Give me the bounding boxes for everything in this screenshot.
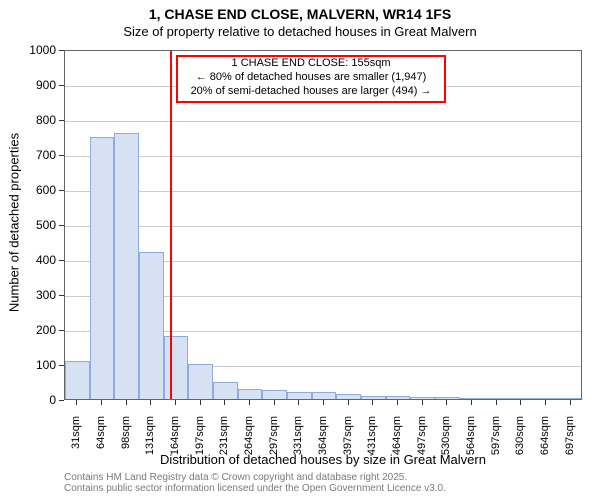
x-tick-mark — [372, 400, 373, 405]
y-tick-mark — [59, 190, 64, 191]
x-tick-mark — [323, 400, 324, 405]
x-tick-mark — [348, 400, 349, 405]
histogram-bar — [509, 398, 534, 399]
y-tick-label: 600 — [24, 183, 56, 197]
y-tick-mark — [59, 120, 64, 121]
x-tick-mark — [520, 400, 521, 405]
x-tick-mark — [175, 400, 176, 405]
histogram-bar — [164, 336, 189, 399]
annotation-line: 1 CHASE END CLOSE: 155sqm — [178, 57, 444, 71]
x-tick-mark — [101, 400, 102, 405]
x-tick-mark — [422, 400, 423, 405]
x-tick-mark — [126, 400, 127, 405]
chart-footer: Contains HM Land Registry data © Crown c… — [64, 472, 446, 494]
reference-line — [170, 51, 172, 399]
plot-area: 1 CHASE END CLOSE: 155sqm← 80% of detach… — [64, 50, 582, 400]
x-tick-mark — [545, 400, 546, 405]
gridline — [65, 191, 581, 192]
footer-line-2: Contains public sector information licen… — [64, 483, 446, 494]
histogram-bar — [65, 361, 90, 400]
y-tick-mark — [59, 225, 64, 226]
gridline — [65, 226, 581, 227]
y-tick-mark — [59, 365, 64, 366]
x-tick-mark — [446, 400, 447, 405]
histogram-bar — [460, 398, 485, 399]
y-tick-label: 1000 — [24, 43, 56, 57]
footer-line-1: Contains HM Land Registry data © Crown c… — [64, 472, 446, 483]
histogram-bar — [114, 133, 139, 399]
y-tick-mark — [59, 260, 64, 261]
histogram-bar — [312, 392, 337, 399]
x-tick-mark — [298, 400, 299, 405]
y-tick-label: 900 — [24, 78, 56, 92]
x-tick-mark — [496, 400, 497, 405]
chart-container: 1, CHASE END CLOSE, MALVERN, WR14 1FS Si… — [0, 0, 600, 500]
y-tick-label: 400 — [24, 253, 56, 267]
x-axis-label: Distribution of detached houses by size … — [64, 452, 582, 467]
gridline — [65, 156, 581, 157]
y-tick-label: 500 — [24, 218, 56, 232]
y-axis-label: Number of detached properties — [7, 123, 22, 323]
histogram-bar — [410, 397, 435, 399]
histogram-bar — [558, 398, 583, 399]
y-tick-mark — [59, 330, 64, 331]
y-tick-label: 800 — [24, 113, 56, 127]
y-tick-label: 100 — [24, 358, 56, 372]
histogram-bar — [213, 382, 238, 400]
histogram-bar — [139, 252, 164, 399]
annotation-box: 1 CHASE END CLOSE: 155sqm← 80% of detach… — [176, 55, 446, 103]
y-tick-mark — [59, 295, 64, 296]
x-tick-mark — [249, 400, 250, 405]
x-tick-mark — [150, 400, 151, 405]
annotation-line: 20% of semi-detached houses are larger (… — [178, 85, 444, 99]
y-tick-mark — [59, 155, 64, 156]
y-tick-mark — [59, 85, 64, 86]
x-tick-mark — [570, 400, 571, 405]
x-tick-mark — [471, 400, 472, 405]
x-tick-mark — [274, 400, 275, 405]
histogram-bar — [336, 394, 361, 399]
y-tick-label: 300 — [24, 288, 56, 302]
y-tick-label: 200 — [24, 323, 56, 337]
annotation-line: ← 80% of detached houses are smaller (1,… — [178, 71, 444, 85]
histogram-bar — [238, 389, 263, 400]
y-tick-label: 700 — [24, 148, 56, 162]
chart-title: 1, CHASE END CLOSE, MALVERN, WR14 1FS — [0, 6, 600, 23]
gridline — [65, 121, 581, 122]
y-tick-mark — [59, 400, 64, 401]
histogram-bar — [361, 396, 386, 399]
histogram-bar — [90, 137, 115, 400]
chart-subtitle: Size of property relative to detached ho… — [0, 24, 600, 40]
histogram-bar — [534, 398, 559, 399]
x-tick-mark — [397, 400, 398, 405]
x-tick-mark — [200, 400, 201, 405]
histogram-bar — [435, 397, 460, 399]
histogram-bar — [287, 392, 312, 399]
y-tick-mark — [59, 50, 64, 51]
histogram-bar — [484, 398, 509, 399]
y-tick-label: 0 — [24, 393, 56, 407]
x-tick-mark — [224, 400, 225, 405]
x-tick-mark — [76, 400, 77, 405]
histogram-bar — [262, 390, 287, 399]
histogram-bar — [188, 364, 213, 399]
histogram-bar — [386, 396, 411, 399]
